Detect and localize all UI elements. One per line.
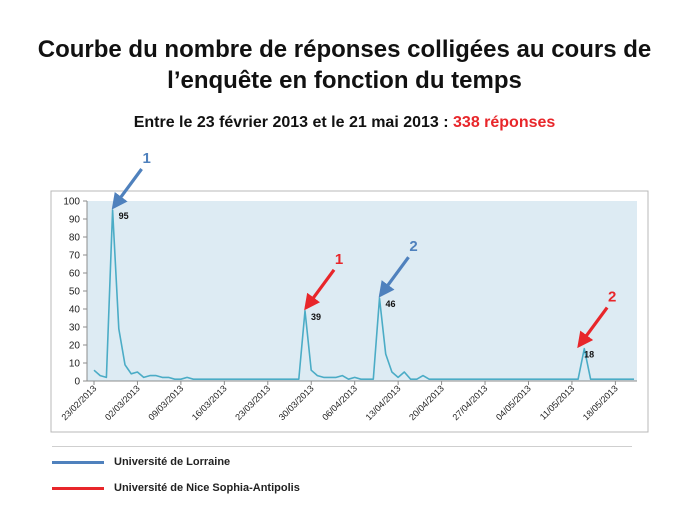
legend-label-nice: Université de Nice Sophia-Antipolis (114, 482, 300, 494)
y-tick-label: 100 (63, 197, 80, 208)
annotation-arrow (378, 256, 410, 298)
title-line-2: l’enquête en fonction du temps (167, 67, 522, 94)
legend-item-nice: Université de Nice Sophia-Antipolis (52, 478, 452, 498)
subtitle-prefix: Entre le 23 février 2013 et le 21 mai 20… (133, 114, 454, 131)
y-tick-label: 80 (69, 233, 81, 244)
title-line-1: Courbe du nombre de réponses colligées a… (37, 36, 652, 63)
annotation-number: 1 (142, 150, 150, 167)
y-tick-label: 0 (74, 377, 80, 388)
data-label: 95 (119, 211, 129, 221)
legend-swatch-nice (52, 486, 104, 490)
subtitle: Entre le 23 février 2013 et le 21 mai 20… (0, 114, 689, 132)
y-tick-label: 20 (69, 341, 81, 352)
data-labels: 95 39 46 18 (119, 211, 595, 360)
y-tick-label: 40 (69, 305, 81, 316)
page-title: Courbe du nombre de réponses colligées a… (0, 34, 689, 96)
data-label: 39 (311, 312, 321, 322)
annotation-arrow (577, 306, 609, 349)
data-label: 46 (386, 299, 396, 309)
plot-area (87, 201, 637, 381)
annotation-number: 1 (335, 251, 343, 268)
annotation-number: 2 (608, 289, 616, 306)
annotation-number: 2 (409, 238, 417, 255)
annotation-arrow (304, 268, 336, 311)
annotation-arrow (111, 168, 143, 210)
legend-item-lorraine: Université de Lorraine (52, 452, 452, 472)
y-axis: 0 10 20 30 40 50 60 70 80 90 100 (63, 197, 88, 388)
y-tick-label: 60 (69, 269, 81, 280)
y-tick-label: 10 (69, 359, 81, 370)
legend-divider (52, 446, 632, 447)
y-tick-label: 90 (69, 215, 81, 226)
data-label: 18 (584, 350, 594, 360)
y-tick-label: 70 (69, 251, 81, 262)
subtitle-response-count: 338 réponses (453, 114, 556, 131)
series-line (93, 209, 634, 381)
annotations: 1 1 2 2 (111, 150, 616, 349)
legend-swatch-lorraine (52, 460, 104, 464)
legend: Université de Lorraine Université de Nic… (52, 452, 452, 504)
legend-label-lorraine: Université de Lorraine (114, 456, 231, 468)
y-tick-label: 30 (69, 323, 81, 334)
y-tick-label: 50 (69, 287, 81, 298)
